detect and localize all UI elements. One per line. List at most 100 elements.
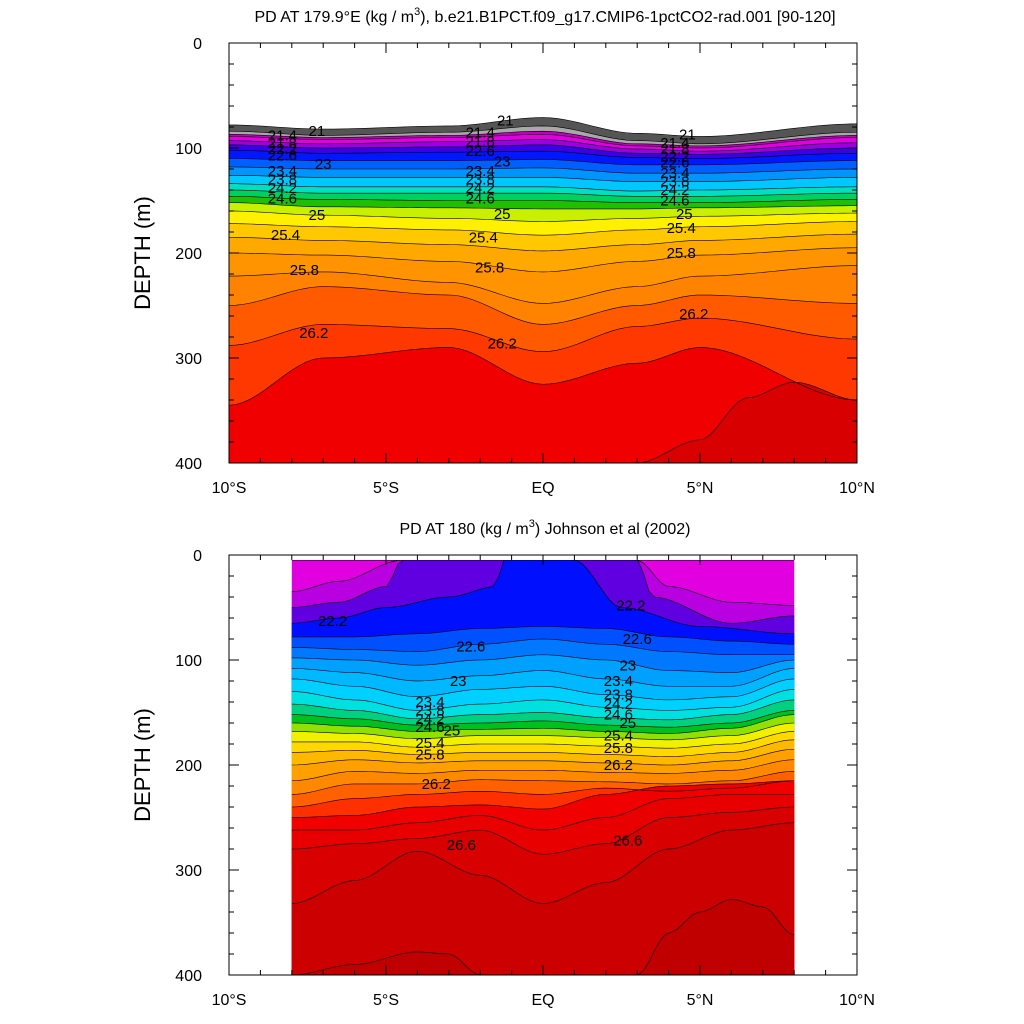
contour-label: 25.8 [604,740,633,757]
contour-label: 25.4 [469,229,498,246]
x-tick-label: 5°N [687,992,714,1009]
contour-label: 24.2 [268,180,297,197]
contour-label: 24.2 [604,696,633,713]
contour-line-24.6 [291,714,795,734]
contour-label: 24.6 [466,190,495,207]
chart-title: PD AT 179.9°E (kg / m3), b.e21.B1PCT.f09… [254,6,835,26]
contour-label: 21.8 [660,141,689,158]
contour-line-24.4 [229,189,857,197]
contour-line-26 [229,286,857,325]
contour-label: 25 [309,207,326,224]
contour-label: 26.6 [613,833,642,850]
y-tick-label: 300 [175,351,202,368]
contour-line-20.6 [229,117,857,137]
contour-label: 22.2 [268,141,297,158]
contour-band-26.6 [229,382,857,463]
contour-line-25.8 [291,771,795,795]
contour-label: 26.2 [422,776,451,793]
contour-label: 22.2 [616,597,645,614]
contour-label: 25.4 [667,220,696,237]
contour-label: 21.4 [466,124,495,141]
contour-label: 21.8 [268,135,297,152]
x-tick-label: 5°S [373,992,399,1009]
contour-line-25.4 [291,748,795,766]
contour-label: 21 [497,113,514,130]
contour-label: 22.6 [466,143,495,160]
contour-label: 22.2 [318,613,347,630]
contour-line-23.4 [229,166,857,174]
contour-label: 23.4 [660,165,689,182]
contour-line-24.2 [291,699,795,721]
contour-line-24.6 [229,196,857,203]
contour-label: 22.2 [660,148,689,165]
contour-line-22.6 [291,626,795,645]
contour-line-26.4 [291,794,795,831]
contour-label: 25 [494,206,511,223]
contour-label: 25 [619,715,636,732]
contour-fill-group [291,559,795,975]
y-tick-label: 400 [175,968,202,985]
x-tick-label: EQ [531,992,554,1009]
x-tick-label: 10°S [212,480,247,497]
y-axis-label: DEPTH (m) [130,196,155,310]
contour-line-21 [229,125,857,145]
chart-title: PD AT 180 (kg / m3) Johnson et al (2002) [399,518,690,538]
contour-line-25.4 [229,233,857,252]
contour-label: 26.6 [447,837,476,854]
contour-label: 26.2 [604,757,633,774]
contour-line-25.6 [291,759,795,782]
contour-label: 24.2 [660,182,689,199]
contour-label: 23 [315,156,332,173]
x-tick-label: 10°N [839,480,875,497]
contour-label: 25.8 [667,245,696,262]
contour-label: 25.8 [290,262,319,279]
contour-label: 23.8 [268,172,297,189]
contour-label: 25.8 [415,747,444,764]
contour-fill-group [229,117,857,463]
x-tick-label: 10°N [839,992,875,1009]
contour-label-group: 22.222.62323.423.824.224.62525.425.826.2… [318,597,652,853]
contour-label: 22.6 [456,638,485,655]
contour-label: 24.6 [604,707,633,724]
contour-line-26.6 [229,381,857,463]
contour-line-25.2 [291,739,795,757]
contour-label: 21.8 [466,134,495,151]
y-tick-label: 0 [193,548,202,565]
contour-label: 24.6 [268,190,297,207]
y-tick-label: 100 [175,653,202,670]
x-tick-label: 5°S [373,480,399,497]
contour-label: 26.2 [679,306,708,323]
contour-line-23.8 [229,175,857,182]
contour-line-25 [291,731,795,749]
contour-label: 21.4 [660,135,689,152]
contour-line-23 [229,158,857,166]
contour-label: 25 [676,206,693,223]
contour-label: 24.6 [660,193,689,210]
y-tick-label: 300 [175,863,202,880]
contour-line-23.2 [291,668,795,687]
contour-line-24.4 [291,710,795,728]
x-tick-label: 10°S [212,992,247,1009]
contour-label: 24.2 [466,180,495,197]
contour-line-25.6 [229,247,857,273]
contour-band-26.4 [229,347,857,463]
contour-band-27 [291,899,795,975]
contour-label: 23.4 [466,163,495,180]
contour-line-24.2 [229,183,857,192]
contour-label: 21 [309,123,326,140]
contour-label: 23 [494,154,511,171]
contour-line-22.8 [291,638,795,656]
contour-label: 23.8 [604,687,633,704]
contour-label: 21.4 [268,127,297,144]
contour-line-26.2 [291,780,795,818]
x-tick-label: 5°N [687,480,714,497]
y-tick-label: 400 [175,456,202,473]
contour-line-25.8 [229,265,857,304]
y-tick-label: 0 [193,36,202,53]
contour-line-26.6 [291,806,795,855]
y-tick-label: 200 [175,758,202,775]
contour-label: 21 [679,126,696,143]
contour-label: 24.2 [415,711,444,728]
y-tick-label: 200 [175,246,202,263]
